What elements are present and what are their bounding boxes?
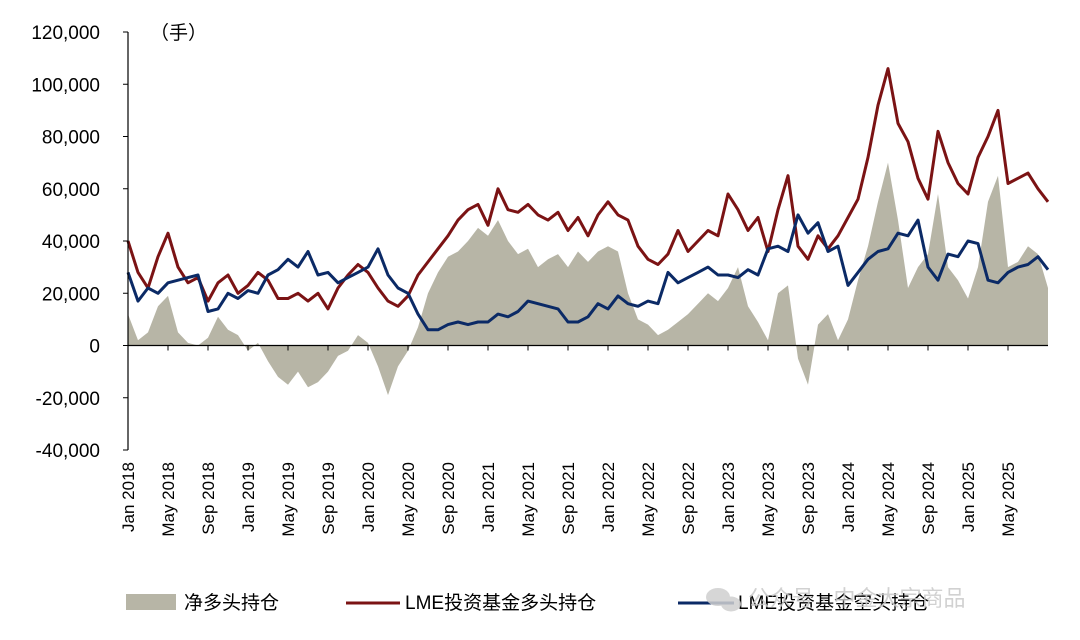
x-tick-label: May 2022 <box>639 462 658 537</box>
legend-label-short: LME投资基金空头持仓 <box>738 592 929 614</box>
y-tick-label: 100,000 <box>31 75 100 96</box>
x-axis: Jan 2018 May 2018 Sep 2018 Jan 2019 May 2019… <box>119 344 1048 537</box>
y-tick-label: 120,000 <box>31 23 100 44</box>
x-tick-label: Sep 2020 <box>439 462 458 535</box>
x-tick-label: May 2025 <box>999 462 1018 537</box>
x-tick-label: Sep 2021 <box>559 462 578 535</box>
plot-area <box>126 67 1050 396</box>
y-axis: -40,000 -20,000 0 20,000 40,000 60,000 80,000 1… <box>31 23 129 462</box>
series-line-short <box>126 213 1050 332</box>
x-tick-label: May 2020 <box>399 462 418 537</box>
x-tick-label: Jan 2024 <box>839 462 858 532</box>
x-tick-label: May 2024 <box>879 462 898 537</box>
x-tick-label: Sep 2018 <box>199 462 218 535</box>
x-tick-label: May 2018 <box>159 462 178 537</box>
x-tick-label: Sep 2022 <box>679 462 698 535</box>
legend: 净多头持仓 LME投资基金多头持仓 LME投资基金空头持仓 <box>126 592 929 614</box>
x-tick-label: Sep 2019 <box>319 462 338 535</box>
x-tick-label: May 2019 <box>279 462 298 537</box>
y-tick-label: 40,000 <box>42 232 100 253</box>
x-tick-label: Jan 2018 <box>119 462 138 532</box>
x-tick-label: Jan 2019 <box>239 462 258 532</box>
x-tick-label: Sep 2023 <box>799 462 818 535</box>
x-tick-label: May 2021 <box>519 462 538 537</box>
x-tick-label: Jan 2020 <box>359 462 378 532</box>
unit-label: （手） <box>150 22 207 44</box>
x-tick-label: Jan 2025 <box>959 462 978 532</box>
x-tick-label: Sep 2024 <box>919 462 938 535</box>
y-tick-label: -20,000 <box>36 389 100 410</box>
y-tick-label: 80,000 <box>42 128 100 149</box>
x-tick-label: Jan 2021 <box>479 462 498 532</box>
watermark-text: 公众号 · 中金大宗商品 <box>748 586 966 611</box>
series-area-net-long <box>128 162 1048 396</box>
x-tick-label: Jan 2023 <box>719 462 738 532</box>
legend-swatch-net <box>126 594 176 610</box>
series-line-long <box>126 67 1050 311</box>
y-tick-label: 60,000 <box>42 180 100 201</box>
x-tick-label: May 2023 <box>759 462 778 537</box>
legend-label-long: LME投资基金多头持仓 <box>405 592 596 614</box>
wechat-icon <box>706 588 741 612</box>
legend-label-net: 净多头持仓 <box>184 592 279 614</box>
watermark: 公众号 · 中金大宗商品 <box>706 586 966 612</box>
y-tick-label: -40,000 <box>36 441 100 462</box>
y-tick-label: 20,000 <box>42 284 100 305</box>
x-tick-label: Jan 2022 <box>599 462 618 532</box>
y-tick-label: 0 <box>89 337 100 358</box>
